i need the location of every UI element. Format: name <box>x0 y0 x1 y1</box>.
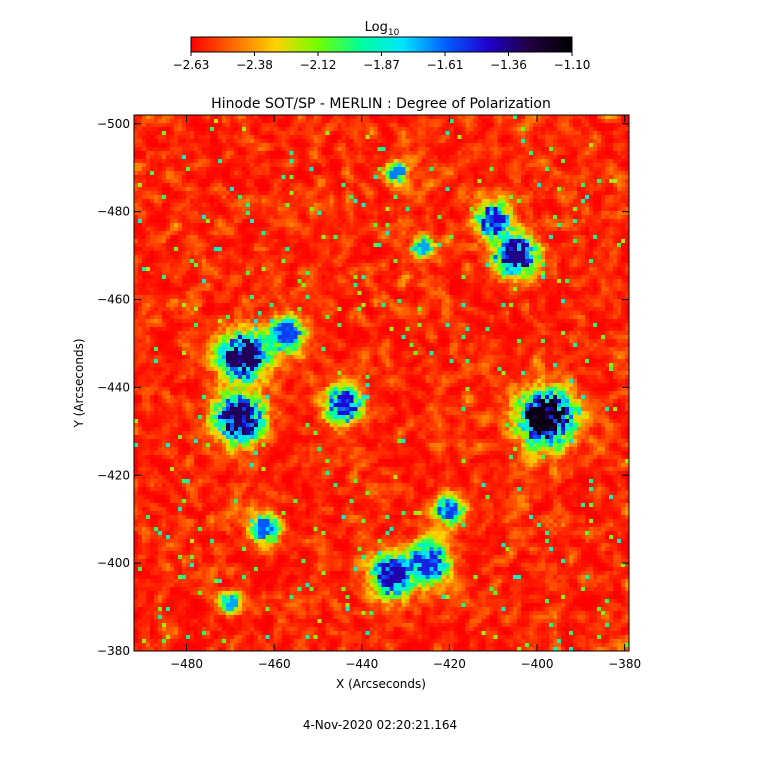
colorbar: Log10 −2.63 −2.38 −2.12 −1.87 −1.61 −1.36 −1.1… <box>173 20 591 72</box>
colorbar-bar <box>190 36 573 53</box>
heatmap-image <box>134 115 629 651</box>
y-tick-label: −420 <box>97 468 130 482</box>
x-tick-label: −480 <box>170 657 203 671</box>
colorbar-ticks: −2.63 −2.38 −2.12 −1.87 −1.61 −1.36 −1.10 <box>173 52 591 72</box>
x-tick-label: −420 <box>433 657 466 671</box>
x-axis-label: X (Arcseconds) <box>336 677 426 691</box>
colorbar-tick-label: −1.10 <box>554 58 591 72</box>
y-tick-label: −400 <box>97 556 130 570</box>
y-tick-label: −480 <box>97 205 130 219</box>
x-tick-label: −380 <box>608 657 641 671</box>
colorbar-tick-label: −2.38 <box>236 58 273 72</box>
plot-area: −480 −460 −440 −420 −400 −380 −380 −400 −420 −44… <box>97 114 641 671</box>
colorbar-label: Log10 <box>365 20 400 38</box>
x-tick-label: −440 <box>345 657 378 671</box>
x-axis-ticks: −480 −460 −440 −420 −400 −380 <box>170 115 641 671</box>
y-tick-label: −440 <box>97 380 130 394</box>
plot-frame <box>133 114 630 652</box>
y-tick-label: −380 <box>97 644 130 658</box>
colorbar-tick-label: −2.12 <box>300 58 337 72</box>
colorbar-tick-label: −2.63 <box>173 58 210 72</box>
colorbar-label-main: Log <box>365 20 388 35</box>
timestamp: 4-Nov-2020 02:20:21.164 <box>303 718 457 732</box>
y-tick-label: −500 <box>97 117 130 131</box>
colorbar-label-sub: 10 <box>388 28 400 38</box>
x-tick-label: −400 <box>521 657 554 671</box>
x-tick-label: −460 <box>258 657 291 671</box>
colorbar-tick-label: −1.61 <box>427 58 464 72</box>
colorbar-tick-label: −1.87 <box>363 58 400 72</box>
y-axis-ticks: −380 −400 −420 −440 −460 −480 −500 <box>97 117 629 658</box>
y-axis-label: Y (Arcseconds) <box>72 338 86 428</box>
chart-title: Hinode SOT/SP - MERLIN : Degree of Polar… <box>211 96 551 112</box>
colorbar-tick-label: −1.36 <box>490 58 527 72</box>
y-tick-label: −460 <box>97 293 130 307</box>
